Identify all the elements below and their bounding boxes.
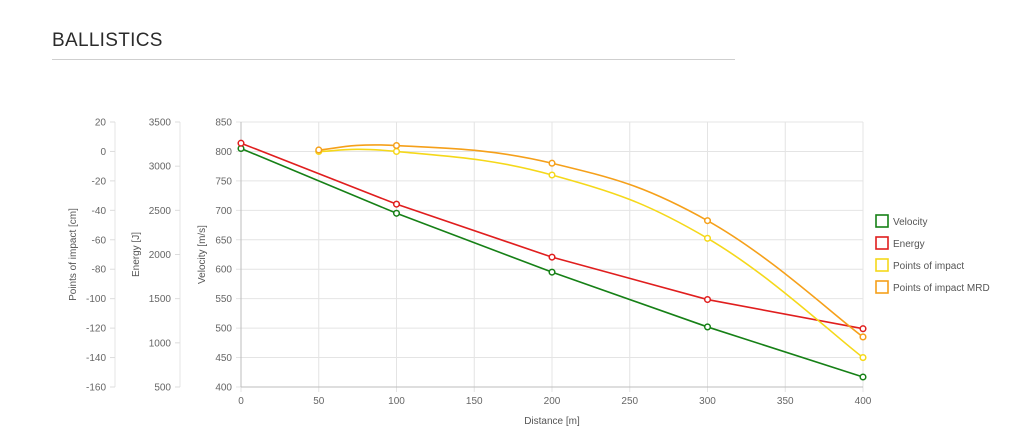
legend-item-velocity[interactable]: Velocity	[875, 214, 927, 228]
energy-tick-label: 500	[154, 383, 171, 394]
legend-item-energy[interactable]: Energy	[875, 236, 925, 250]
legend-item-points-of-impact[interactable]: Points of impact	[875, 258, 964, 272]
x-tick-label: 150	[466, 396, 483, 407]
data-point-energy[interactable]	[548, 253, 556, 261]
poi-tick-label: -80	[92, 265, 107, 276]
velocity-tick-label: 700	[215, 206, 232, 217]
x-tick-label: 0	[238, 396, 244, 407]
data-point-points-of-impact-mrd[interactable]	[392, 142, 401, 150]
velocity-tick-label: 650	[215, 235, 232, 246]
velocity-tick-label: 500	[215, 324, 232, 335]
data-point-points-of-impact-mrd[interactable]	[703, 217, 712, 225]
data-point-points-of-impact[interactable]	[548, 171, 556, 179]
poi-tick-label: -100	[86, 294, 106, 305]
energy-tick-label: 1500	[149, 294, 172, 305]
x-tick-label: 350	[777, 396, 794, 407]
poi-tick-label: -160	[86, 383, 106, 394]
series-line-points-of-impact-mrd	[318, 144, 864, 338]
data-point-velocity[interactable]	[392, 209, 401, 217]
energy-tick-label: 3500	[149, 118, 172, 129]
data-point-points-of-impact[interactable]	[703, 234, 712, 242]
velocity-tick-label: 850	[215, 118, 232, 129]
poi-tick-label: -120	[86, 324, 106, 335]
energy-tick-label: 1000	[149, 338, 172, 349]
poi-tick-label: -140	[86, 353, 106, 364]
poi-tick-label: -60	[92, 235, 107, 246]
data-point-points-of-impact-mrd[interactable]	[548, 159, 556, 167]
legend-label[interactable]: Energy	[893, 239, 925, 250]
page-title: BALLISTICS	[52, 30, 163, 51]
velocity-tick-label: 400	[215, 383, 232, 394]
data-point-energy[interactable]	[237, 139, 245, 147]
legend-label[interactable]: Velocity	[893, 217, 927, 228]
x-axis-title: Distance [m]	[524, 416, 580, 427]
velocity-tick-label: 450	[215, 353, 232, 364]
x-tick-label: 100	[388, 396, 405, 407]
velocity-tick-label: 750	[215, 176, 232, 187]
velocity-tick-label: 800	[215, 147, 232, 158]
data-point-points-of-impact[interactable]	[392, 147, 401, 155]
x-tick-label: 50	[313, 396, 325, 407]
poi-tick-label: 0	[100, 147, 106, 158]
data-point-energy[interactable]	[859, 325, 867, 333]
x-tick-label: 300	[699, 396, 716, 407]
velocity-tick-label: 600	[215, 265, 232, 276]
data-point-energy[interactable]	[392, 200, 401, 208]
poi-tick-label: -20	[92, 176, 107, 187]
series-velocity	[237, 144, 867, 381]
legend-item-points-of-impact-mrd[interactable]: Points of impact MRD	[875, 280, 990, 294]
series-points-of-impact-mrd	[315, 142, 867, 341]
x-tick-label: 200	[544, 396, 561, 407]
energy-axis-title: Energy [J]	[131, 232, 142, 277]
legend-swatch[interactable]	[875, 258, 889, 272]
series	[237, 139, 867, 381]
velocity-tick-label: 550	[215, 294, 232, 305]
series-energy	[237, 139, 867, 333]
legend-label[interactable]: Points of impact MRD	[893, 283, 990, 294]
legend[interactable]: Velocity Energy Points of impact Points of …	[875, 214, 990, 294]
data-point-points-of-impact[interactable]	[859, 354, 867, 362]
velocity-axis-title: Velocity [m/s]	[197, 225, 208, 284]
x-tick-label: 250	[621, 396, 638, 407]
x-tick-label: 400	[855, 396, 872, 407]
title-divider	[52, 59, 735, 60]
data-point-energy[interactable]	[703, 296, 712, 304]
poi-tick-label: -40	[92, 206, 107, 217]
data-point-velocity[interactable]	[859, 373, 867, 381]
energy-tick-label: 2000	[149, 250, 172, 261]
energy-tick-label: 3000	[149, 162, 172, 173]
poi-axis-title: Points of impact [cm]	[68, 208, 79, 301]
data-point-velocity[interactable]	[703, 323, 712, 331]
legend-label[interactable]: Points of impact	[893, 261, 964, 272]
legend-swatch[interactable]	[875, 236, 889, 250]
legend-swatch[interactable]	[875, 280, 889, 294]
series-points-of-impact	[315, 147, 867, 362]
energy-tick-label: 2500	[149, 206, 172, 217]
data-point-velocity[interactable]	[548, 268, 556, 276]
data-point-points-of-impact-mrd[interactable]	[315, 146, 323, 154]
poi-tick-label: 20	[95, 118, 107, 129]
grid	[236, 121, 864, 392]
data-point-points-of-impact-mrd[interactable]	[859, 333, 867, 341]
legend-swatch[interactable]	[875, 214, 889, 228]
